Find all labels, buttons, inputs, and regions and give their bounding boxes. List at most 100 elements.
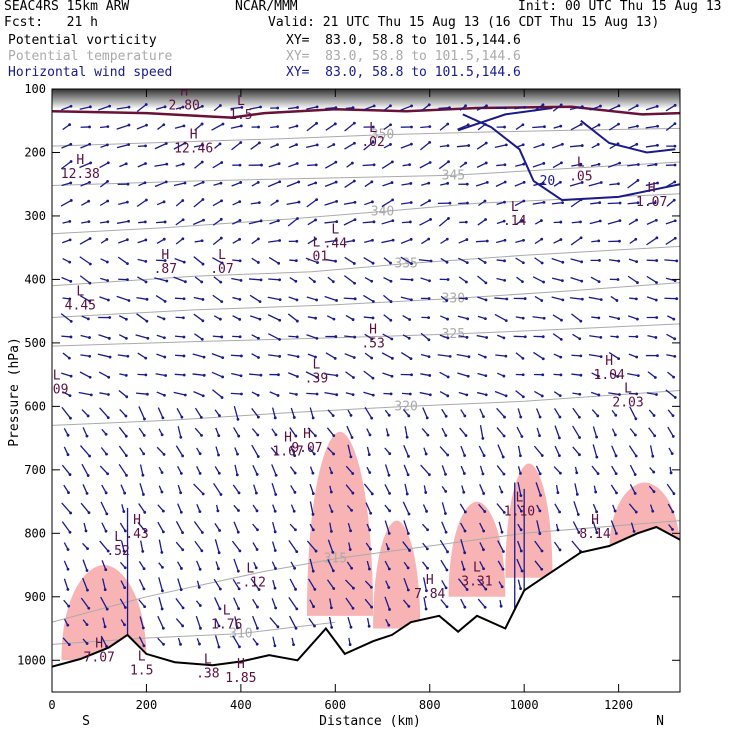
wind-vector-head [502, 434, 506, 438]
wind-vector-head [199, 626, 202, 630]
wind-vector-head [481, 472, 485, 476]
wind-vector [63, 578, 69, 590]
wind-vector-head [217, 567, 220, 571]
wind-vector-head [124, 162, 128, 166]
wind-vector-head [654, 218, 658, 222]
wind-vector [176, 407, 183, 418]
wind-vector [439, 390, 449, 397]
wind-vector-head [370, 337, 374, 341]
wind-vector [213, 578, 221, 590]
wind-vector [136, 296, 148, 300]
wind-vector-head [558, 394, 562, 398]
y-tick-label: 800 [24, 526, 46, 540]
wind-vector-head [501, 567, 505, 571]
wind-vector-head [201, 198, 205, 201]
wind-vector-head [256, 528, 259, 532]
wind-vector-head [672, 198, 676, 202]
pv-high-label: H9.07 [291, 427, 322, 456]
wind-vector-head [485, 336, 489, 339]
pv-high-label: H1.04 [594, 354, 625, 383]
wind-vector-head [388, 452, 392, 456]
wind-vector-head [578, 436, 581, 439]
wind-vector-head [141, 549, 145, 553]
wind-vector-head [181, 531, 184, 535]
wind-vector-head [293, 490, 297, 494]
wind-vector-head [595, 455, 599, 459]
wind-vector-head [543, 125, 546, 129]
wind-vector [61, 239, 71, 244]
wind-vector-head [259, 278, 263, 282]
wind-vector-head [595, 531, 599, 534]
wind-vector-head [296, 106, 299, 109]
wind-vector [138, 503, 146, 513]
wind-vector [440, 599, 448, 608]
wind-vector-head [275, 452, 278, 456]
extremum-type: H [95, 637, 103, 652]
wind-vector-head [652, 490, 656, 494]
wind-vector-head [330, 625, 334, 629]
wind-vector-head [237, 587, 241, 591]
wind-vector [230, 354, 242, 357]
wind-vector-head [467, 355, 471, 359]
wind-vector [608, 259, 619, 262]
wind-vector-head [407, 414, 411, 418]
wind-vector-head [274, 567, 277, 570]
wind-vector-head [597, 316, 601, 320]
wind-vector-head [68, 297, 72, 301]
pv-low-label: L.44 [324, 223, 348, 252]
wind-vector [324, 295, 337, 302]
wind-vector-head [350, 161, 354, 165]
wind-vector-head [500, 490, 504, 494]
wind-vector-head [558, 180, 562, 184]
wind-vector-head [218, 104, 222, 107]
wind-vector-head [372, 220, 376, 224]
wind-vector [532, 126, 545, 129]
wind-vector [155, 106, 166, 110]
wind-vector-head [278, 318, 282, 322]
wind-vector [139, 616, 144, 629]
wind-vector-head [466, 201, 469, 205]
wind-vector-head [387, 531, 391, 535]
extremum-type: L [53, 369, 61, 384]
wind-vector-head [352, 121, 356, 125]
wind-vector-head [221, 375, 224, 379]
wind-vector-head [541, 143, 545, 146]
pv-low-label: L.01 [305, 235, 328, 264]
wind-vector [233, 427, 240, 437]
wind-vector [119, 408, 127, 417]
wind-vector-head [294, 528, 297, 532]
south-label: S [82, 714, 90, 729]
wind-vector [628, 219, 637, 226]
wind-vector [289, 615, 297, 629]
wind-vector-head [561, 142, 564, 146]
wind-vector [138, 406, 146, 420]
wind-vector [347, 444, 352, 457]
wind-vector [570, 199, 582, 208]
wind-vector-head [636, 281, 639, 284]
wind-vector-head [673, 180, 677, 184]
wind-vector-head [163, 355, 167, 359]
wind-vector [173, 391, 186, 396]
wind-vector-head [636, 201, 640, 205]
wind-vector-head [560, 279, 564, 283]
wind-vector-head [598, 219, 602, 223]
wind-vector [536, 520, 541, 534]
wind-vector-head [312, 605, 315, 608]
wind-vector-head [220, 199, 223, 203]
extremum-value: 8.14 [579, 527, 610, 542]
pv-high-label: H1.85 [225, 657, 256, 686]
wind-vector-head [485, 239, 489, 243]
wind-vector-head [617, 182, 620, 186]
wind-vector-head [673, 219, 677, 223]
wind-vector-head [162, 200, 166, 204]
wind-vector-head [198, 452, 202, 456]
wind-vector [384, 464, 390, 476]
wind-vector-head [145, 297, 149, 301]
wind-vector-head [69, 142, 73, 146]
wind-vector [138, 579, 145, 590]
wind-vector [214, 635, 220, 648]
wind-contour [580, 119, 676, 154]
wind-vector-head [559, 337, 563, 341]
wind-vector [288, 125, 298, 129]
wind-vector-head [387, 473, 391, 477]
